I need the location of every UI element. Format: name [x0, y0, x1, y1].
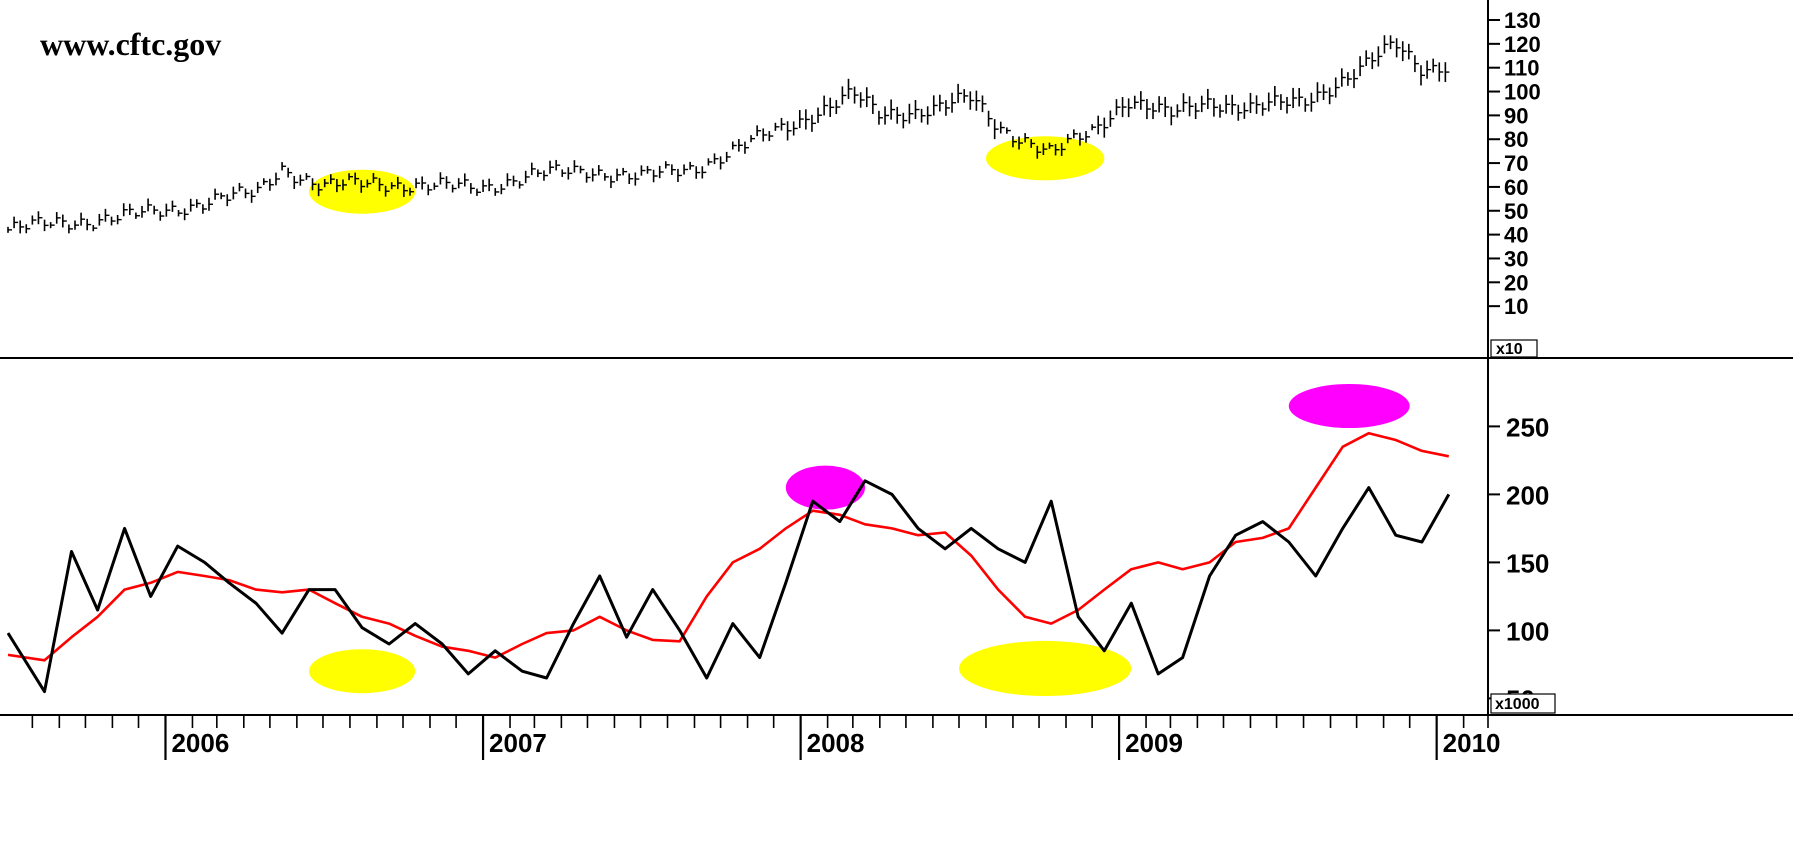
x-year-label-2008: 2008 [807, 728, 865, 758]
x-year-label-2006: 2006 [171, 728, 229, 758]
price-highlight-1 [985, 136, 1105, 181]
price-y-tick-label: 50 [1504, 199, 1528, 224]
price-y-tick-label: 70 [1504, 151, 1528, 176]
position-highlight-1 [785, 465, 866, 510]
price-y-tick-label: 80 [1504, 127, 1528, 152]
position-multiplier-label: x1000 [1495, 696, 1540, 713]
price-highlight-0 [309, 169, 416, 214]
price-y-tick-label: 10 [1504, 294, 1528, 319]
position-highlight-3 [1288, 384, 1410, 428]
price-y-tick-label: 110 [1504, 56, 1540, 81]
price-multiplier-label: x10 [1496, 341, 1523, 358]
watermark-text: www.cftc.gov [40, 26, 221, 62]
price-y-tick-label: 130 [1504, 8, 1541, 33]
price-y-tick-label: 40 [1504, 223, 1528, 248]
position-highlight-0 [309, 649, 416, 694]
price-y-tick-label: 60 [1504, 175, 1528, 200]
position-y-tick-label: 150 [1506, 548, 1549, 578]
x-year-label-2009: 2009 [1125, 728, 1183, 758]
price-multiplier-box [1490, 339, 1538, 358]
price-y-tick-label: 120 [1504, 32, 1541, 57]
x-year-label-2007: 2007 [489, 728, 547, 758]
position-y-tick-label: 250 [1506, 412, 1549, 442]
position-multiplier-box [1490, 693, 1556, 714]
x-year-label-2010: 2010 [1443, 728, 1501, 758]
position-series-line-1 [7, 431, 1450, 662]
position-y-tick-label: 100 [1506, 616, 1549, 646]
position-highlight-2 [958, 640, 1132, 697]
price-y-tick-label: 20 [1504, 270, 1528, 295]
price-y-tick-label: 30 [1504, 246, 1528, 271]
price-y-tick-label: 90 [1504, 103, 1528, 128]
position-y-tick-label: 200 [1506, 480, 1549, 510]
position-series-line-0 [6, 479, 1451, 694]
price-y-tick-label: 100 [1504, 80, 1541, 105]
